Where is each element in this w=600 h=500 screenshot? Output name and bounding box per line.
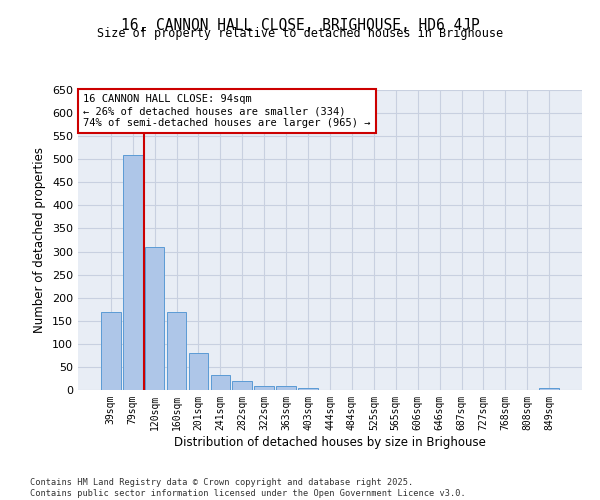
Bar [232, 381, 252, 390]
Bar [167, 312, 187, 390]
Y-axis label: Number of detached properties: Number of detached properties [34, 147, 46, 333]
Text: 16, CANNON HALL CLOSE, BRIGHOUSE, HD6 4JP: 16, CANNON HALL CLOSE, BRIGHOUSE, HD6 4J… [121, 18, 479, 32]
Bar [254, 386, 274, 390]
Text: Size of property relative to detached houses in Brighouse: Size of property relative to detached ho… [97, 28, 503, 40]
Bar [101, 312, 121, 390]
Bar [298, 388, 318, 390]
Bar [188, 353, 208, 390]
Bar [211, 375, 230, 390]
Bar [276, 386, 296, 390]
Bar [539, 388, 559, 390]
X-axis label: Distribution of detached houses by size in Brighouse: Distribution of detached houses by size … [174, 436, 486, 448]
Text: Contains HM Land Registry data © Crown copyright and database right 2025.
Contai: Contains HM Land Registry data © Crown c… [30, 478, 466, 498]
Bar [145, 247, 164, 390]
Text: 16 CANNON HALL CLOSE: 94sqm
← 26% of detached houses are smaller (334)
74% of se: 16 CANNON HALL CLOSE: 94sqm ← 26% of det… [83, 94, 371, 128]
Bar [123, 154, 143, 390]
